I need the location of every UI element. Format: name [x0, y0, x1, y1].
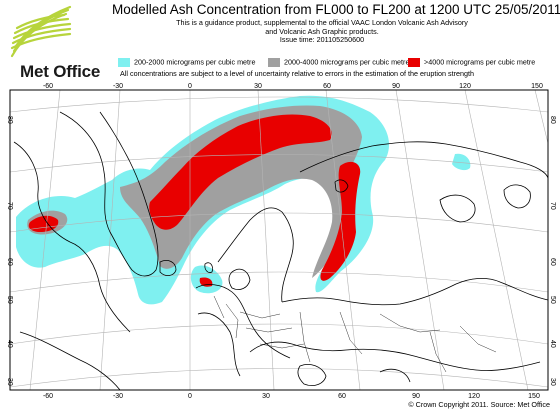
legend-label-medium: 2000-4000 micrograms per cubic metre [284, 57, 410, 67]
lon-label-top: -60 [43, 83, 53, 90]
lat-label-left: 40 [6, 340, 13, 348]
lon-label-top: 150 [531, 83, 543, 90]
met-office-swirl-icon [10, 5, 72, 58]
map-canvas: -60 -30 0 30 60 90 120 150 -60 -30 0 30 … [6, 83, 556, 400]
uncertainty-note: All concentrations are subject to a leve… [120, 69, 474, 78]
subtitle-line: This is a guidance product, supplemental… [176, 18, 468, 27]
legend-item-medium: 2000-4000 micrograms per cubic metre [268, 57, 409, 67]
lon-label-top: -30 [113, 83, 123, 90]
lat-label-right: 70 [549, 202, 556, 210]
legend: 200-2000 micrograms per cubic metre 2000… [118, 57, 548, 78]
met-office-logo: Met Office [8, 4, 108, 81]
legend-swatch-low [118, 57, 130, 67]
legend-item-low: 200-2000 micrograms per cubic metre [118, 57, 255, 67]
legend-label-high: >4000 micrograms per cubic metre [424, 57, 536, 67]
logo-wordmark: Met Office [20, 62, 101, 81]
issue-time: Issue time: 201105250600 [279, 35, 365, 45]
subtitle: This is a guidance product, supplemental… [112, 18, 532, 45]
lon-label-bottom: -60 [43, 393, 53, 400]
map-title: Modelled Ash Concentration from FL000 to… [112, 2, 560, 17]
lat-label-left: 30 [6, 378, 13, 386]
lon-label-top: 90 [392, 83, 400, 90]
lon-label-top: 120 [459, 83, 471, 90]
lat-label-right: 40 [549, 340, 556, 348]
lat-label-right: 50 [549, 296, 556, 304]
graticule [10, 90, 548, 390]
lat-label-right: 80 [549, 116, 556, 124]
lat-label-left: 70 [6, 202, 13, 210]
ash-concentration-map: -60 -30 0 30 60 90 120 150 -60 -30 0 30 … [0, 82, 560, 400]
lat-label-left: 60 [6, 258, 13, 266]
lon-label-bottom: 120 [468, 393, 480, 400]
copyright-notice: © Crown Copyright 2011. Source: Met Offi… [408, 400, 550, 409]
legend-swatch-high [408, 57, 420, 67]
lat-label-right: 30 [549, 378, 556, 386]
lon-label-bottom: 90 [412, 393, 420, 400]
lon-label-bottom: -30 [113, 393, 123, 400]
legend-swatch-medium [268, 57, 280, 67]
lat-label-left: 80 [6, 116, 13, 124]
borders [213, 295, 497, 373]
lon-label-top: 0 [188, 83, 192, 90]
map-frame [9, 89, 549, 391]
lon-label-top: 60 [323, 83, 331, 90]
lon-label-top: 30 [254, 83, 262, 90]
lon-label-bottom: 60 [338, 393, 346, 400]
coastlines [13, 111, 548, 390]
lon-label-bottom: 30 [262, 393, 270, 400]
lat-label-left: 50 [6, 296, 13, 304]
lat-label-right: 60 [549, 258, 556, 266]
legend-label-low: 200-2000 micrograms per cubic metre [134, 57, 256, 67]
subtitle-line: and Volcanic Ash Graphic products. [265, 26, 379, 36]
legend-item-high: >4000 micrograms per cubic metre [408, 57, 535, 67]
lon-label-bottom: 150 [528, 393, 540, 400]
lon-label-bottom: 0 [188, 393, 192, 400]
